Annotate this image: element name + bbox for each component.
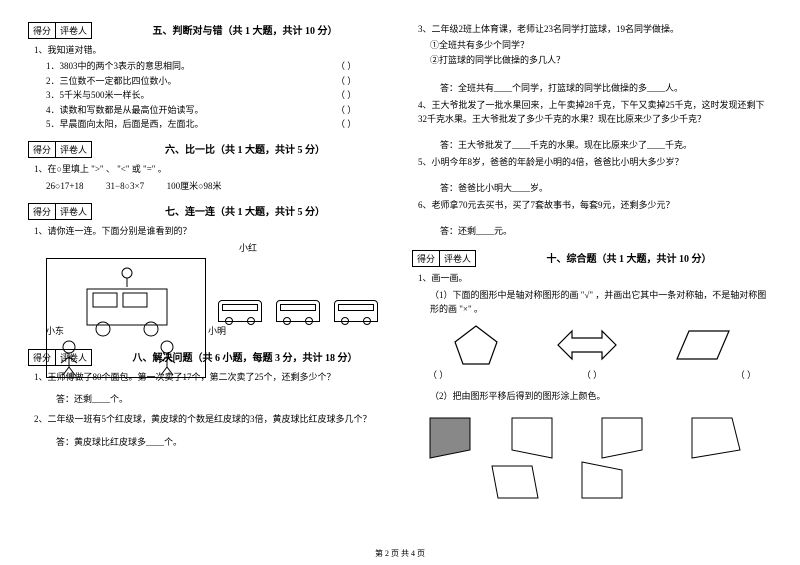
- sec7-name-right: 小明: [208, 324, 226, 337]
- section-6-title: 六、比一比（共 1 大题，共计 5 分）: [102, 141, 388, 156]
- paren: （ ）: [336, 103, 388, 117]
- page-columns: 得分 评卷人 五、判断对与错（共 1 大题，共计 10 分） 1、我知道对错。 …: [28, 20, 772, 500]
- sec8-a1: 答：还剩____个。: [56, 392, 388, 406]
- paren: （ ）: [582, 368, 602, 381]
- sec5-item-3: 3．5千米与500米一样长。: [46, 88, 318, 102]
- page-footer: 第 2 页 共 4 页: [0, 548, 800, 559]
- score-label: 得分: [413, 251, 440, 266]
- sec8-q2: 2、二年级一班有5个红皮球，黄皮球的个数是红皮球的3倍，黄皮球比红皮球多几个？: [34, 412, 388, 426]
- bus-side: [276, 300, 320, 322]
- sec8-a3: 答：全班共有____个同学，打篮球的同学比做操的多____人。: [440, 81, 772, 95]
- sec8-q5: 5、小明今年8岁，爸爸的年龄是小明的4倍，爸爸比小明大多少岁？: [418, 155, 772, 169]
- sec6-exprs: 26○17+18 31−8○3×7 100厘米○98米: [46, 179, 388, 193]
- bus-front: [218, 300, 262, 322]
- score-box: 得分 评卷人: [412, 250, 476, 267]
- left-column: 得分 评卷人 五、判断对与错（共 1 大题，共计 10 分） 1、我知道对错。 …: [28, 20, 388, 500]
- paren: （ ）: [336, 88, 388, 102]
- sec8-q4: 4、王大爷批发了一批水果回来，上午卖掉28千克，下午又卖掉25千克，这时发现还剩…: [418, 98, 772, 127]
- sec5-lead: 1、我知道对错。: [34, 43, 388, 57]
- right-column: 3、二年级2班上体育课，老师让23名同学打篮球，19名同学做操。 ①全班共有多少…: [412, 20, 772, 500]
- bus-options: [218, 300, 388, 322]
- sec5-item-1: 1．3803中的两个3表示的意思相同。: [46, 59, 318, 73]
- sec8-q3b: ②打篮球的同学比做操的多几人？: [430, 53, 772, 67]
- sec8-q3: 3、二年级2班上体育课，老师让23名同学打篮球，19名同学做操。: [418, 22, 772, 36]
- scene-illustration: [47, 259, 205, 377]
- grader-label: 评卷人: [56, 204, 91, 219]
- sec7-lead: 1、请你连一连。下面分别是谁看到的？: [34, 224, 388, 238]
- translation-svg: [422, 410, 762, 500]
- score-box: 得分 评卷人: [28, 203, 92, 220]
- paren: （ ）: [428, 368, 448, 381]
- sec8-a5: 答：爸爸比小明大____岁。: [440, 181, 772, 195]
- scene-frame: [46, 258, 206, 378]
- shape-pentagon: [451, 322, 501, 368]
- sec5-item-4: 4．读数和写数都是从最高位开始读写。: [46, 103, 318, 117]
- score-box: 得分 评卷人: [28, 22, 92, 39]
- sec5-item-5: 5．早晨面向太阳，后面是西，左面北。: [46, 117, 318, 131]
- grader-label: 评卷人: [440, 251, 475, 266]
- grader-label: 评卷人: [56, 23, 91, 38]
- paren: （ ）: [336, 74, 388, 88]
- section-7-title: 七、连一连（共 1 大题，共计 5 分）: [102, 203, 388, 218]
- sec7-name-top: 小红: [108, 241, 388, 254]
- sec10-sub1: （1）下面的图形中是轴对称图形的画 "√" ，并画出它其中一条对称轴，不是轴对称…: [430, 288, 772, 317]
- score-label: 得分: [29, 23, 56, 38]
- sec8-q3a: ①全班共有多少个同学？: [430, 38, 772, 52]
- shape-parallelogram: [673, 325, 733, 365]
- score-label: 得分: [29, 204, 56, 219]
- symmetry-shapes-row: [424, 322, 760, 368]
- sec8-a2: 答：黄皮球比红皮球多____个。: [56, 435, 388, 449]
- paren: （ ）: [336, 59, 388, 73]
- section-10-title: 十、综合题（共 1 大题，共计 10 分）: [486, 250, 772, 265]
- grader-label: 评卷人: [56, 142, 91, 157]
- sec8-a6: 答：还剩____元。: [440, 224, 772, 238]
- paren: （ ）: [336, 117, 388, 131]
- shape-arrow: [554, 325, 620, 365]
- paren-row-1: （ ） （ ） （ ）: [412, 368, 772, 381]
- sec6-lead: 1、在○里填上 ">" 、 "<" 或 "=" 。: [34, 162, 388, 176]
- sec10-lead: 1、画一画。: [418, 271, 772, 285]
- score-label: 得分: [29, 142, 56, 157]
- sec8-a4: 答：王大爷批发了____千克的水果。现在比原来少了____千克。: [440, 138, 772, 152]
- bus-back: [334, 300, 378, 322]
- translation-shapes: [422, 410, 762, 500]
- paren: （ ）: [736, 368, 756, 381]
- section-5-title: 五、判断对与错（共 1 大题，共计 10 分）: [102, 22, 388, 37]
- score-box: 得分 评卷人: [28, 141, 92, 158]
- sec8-q6: 6、老师拿70元去买书，买了7套故事书，每套9元，还剩多少元？: [418, 198, 772, 212]
- sec10-sub2: （2）把由图形平移后得到的图形涂上颜色。: [430, 389, 772, 403]
- sec5-item-2: 2．三位数不一定都比四位数小。: [46, 74, 318, 88]
